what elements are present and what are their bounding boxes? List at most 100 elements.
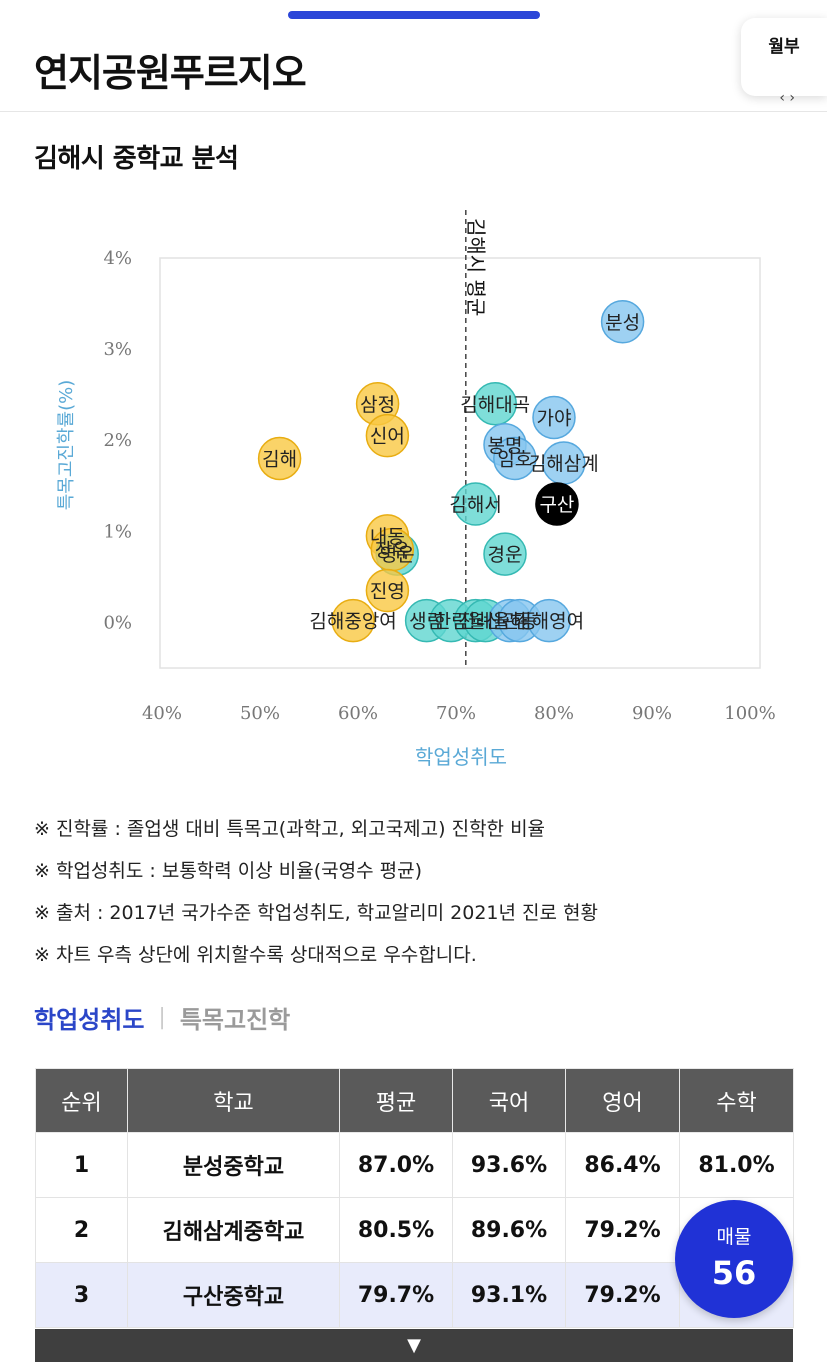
data-point[interactable] xyxy=(331,598,375,643)
data-point-label: 임호 xyxy=(497,448,532,470)
chevron-icon: ‹ › xyxy=(779,90,795,106)
listings-badge[interactable]: 매물 56 xyxy=(675,1200,793,1318)
sheet-drag-handle[interactable] xyxy=(288,11,540,19)
cell-average: 79.7% xyxy=(339,1262,453,1328)
note-line: ※ 차트 우측 상단에 위치할수록 상대적으로 우수합니다. xyxy=(34,944,477,966)
header-math: 수학 xyxy=(679,1068,794,1133)
x-tick-label: 100% xyxy=(724,703,775,724)
data-point-label: 율하 xyxy=(492,611,527,633)
data-point-label: 월산 xyxy=(468,611,503,633)
notes: ※ 진학률 : 졸업생 대비 특목고(과학고, 외고국제고) 진학한 비율 ※ … xyxy=(34,808,598,976)
monthly-button[interactable]: 월부 xyxy=(741,18,827,96)
average-line-label: 김해시 평균 xyxy=(464,218,488,316)
data-point-label: 관동 xyxy=(502,611,537,633)
x-tick-label: 40% xyxy=(142,703,182,724)
x-tick-label: 70% xyxy=(436,703,476,724)
y-tick-label: 1% xyxy=(103,521,132,542)
data-point-label: 삼정 xyxy=(360,394,395,416)
header-english: 영어 xyxy=(565,1068,680,1133)
data-point[interactable] xyxy=(483,532,527,576)
data-point-label: 신어 xyxy=(370,426,405,448)
x-axis-ticks: 40% 50% 60% 70% 80% 90% 100% xyxy=(142,703,776,724)
tab-achievement[interactable]: 학업성취도 xyxy=(34,1006,145,1034)
note-line: ※ 출처 : 2017년 국가수준 학업성취도, 학교알리미 2021년 진로 … xyxy=(34,902,598,924)
data-point-label: 김해서 xyxy=(449,494,501,516)
header: 연지공원푸르지오 월부 ‹ › xyxy=(0,18,827,112)
data-point[interactable] xyxy=(532,395,576,440)
cell-school: 분성중학교 xyxy=(127,1132,340,1198)
tab-separator: | xyxy=(158,1005,166,1030)
page-title: 연지공원푸르지오 xyxy=(34,51,307,95)
data-point[interactable] xyxy=(493,436,537,481)
data-point-label: 진영 xyxy=(370,581,405,603)
data-point-label: 김해삼계 xyxy=(529,453,599,475)
y-tick-label: 4% xyxy=(103,248,132,269)
cell-rank: 2 xyxy=(35,1197,128,1263)
x-tick-label: 90% xyxy=(632,703,672,724)
x-tick-label: 50% xyxy=(240,703,280,724)
data-point-label: 가야 xyxy=(537,407,572,429)
data-point-label: 장유 xyxy=(375,540,410,562)
note-line: ※ 학업성취도 : 보통학력 이상 비율(국영수 평균) xyxy=(34,860,423,882)
header-rank: 순위 xyxy=(35,1068,128,1133)
y-axis-label: 특목고진학률(%) xyxy=(56,380,77,511)
x-tick-label: 60% xyxy=(338,703,378,724)
data-point-label: 한림 xyxy=(434,611,469,633)
data-point[interactable] xyxy=(257,436,302,481)
cell-english: 79.2% xyxy=(565,1262,680,1328)
ranking-table: 순위 학교 평균 국어 영어 수학 1 분성중학교 87.0% 93.6% 86… xyxy=(35,1068,794,1328)
data-point-label: 영운 xyxy=(380,544,415,566)
header-average: 평균 xyxy=(339,1068,453,1133)
cell-korean: 89.6% xyxy=(452,1197,566,1263)
data-point-label: 김해 xyxy=(262,448,297,470)
data-point[interactable] xyxy=(535,482,579,526)
listings-label: 매물 xyxy=(716,1226,752,1248)
header-school: 학교 xyxy=(127,1068,340,1133)
expand-table-button[interactable]: ▼ xyxy=(35,1329,793,1362)
y-tick-label: 2% xyxy=(103,430,132,451)
x-axis-label: 학업성취도 xyxy=(415,745,507,769)
data-point[interactable] xyxy=(453,482,498,526)
data-point[interactable] xyxy=(473,382,517,426)
data-point-label: 봉명 xyxy=(488,435,523,457)
listings-count: 56 xyxy=(711,1254,757,1292)
data-point-label: 내동 xyxy=(370,526,405,548)
data-point-label: 분성 xyxy=(605,312,640,334)
y-tick-label: 3% xyxy=(103,339,132,360)
data-point-label: 진례 xyxy=(458,611,493,633)
cell-math: 81.0% xyxy=(679,1132,794,1198)
cell-average: 80.5% xyxy=(339,1197,453,1263)
cell-rank: 3 xyxy=(35,1262,128,1328)
caret-down-icon: ▼ xyxy=(407,1335,421,1356)
data-point-label: 구산 xyxy=(539,494,574,516)
data-point[interactable] xyxy=(527,598,571,643)
cell-rank: 1 xyxy=(35,1132,128,1198)
table-header-row: 순위 학교 평균 국어 영어 수학 xyxy=(35,1068,794,1133)
cell-english: 79.2% xyxy=(565,1197,680,1263)
table-row[interactable]: 1 분성중학교 87.0% 93.6% 86.4% 81.0% xyxy=(35,1132,794,1198)
x-tick-label: 80% xyxy=(534,703,574,724)
section-title: 김해시 중학교 분석 xyxy=(34,144,239,174)
data-point[interactable] xyxy=(365,413,410,458)
data-point[interactable] xyxy=(365,568,410,613)
cell-korean: 93.6% xyxy=(452,1132,566,1198)
data-point-label: 김해영여 xyxy=(514,611,584,633)
data-point-label: 김해대곡 xyxy=(460,394,530,416)
data-point-label: 김해중앙여 xyxy=(309,611,396,633)
header-korean: 국어 xyxy=(452,1068,566,1133)
cell-korean: 93.1% xyxy=(452,1262,566,1328)
cell-school: 김해삼계중학교 xyxy=(127,1197,340,1263)
data-point-label: 생림 xyxy=(409,611,444,633)
y-axis-ticks: 0% 1% 2% 3% 4% xyxy=(103,248,132,633)
ranking-tabs: 학업성취도 | 특목고진학 xyxy=(34,1000,290,1035)
cell-english: 86.4% xyxy=(565,1132,680,1198)
data-point-label: 경운 xyxy=(488,544,523,566)
scatter-chart: 0% 1% 2% 3% 4% 40% 50% 60% 70% 80% 90% 100% 김해시 평균… xyxy=(56,210,776,769)
cell-school: 구산중학교 xyxy=(127,1262,340,1328)
data-point[interactable] xyxy=(600,300,645,344)
tab-special-school[interactable]: 특목고진학 xyxy=(179,1006,291,1034)
cell-average: 87.0% xyxy=(339,1132,453,1198)
note-line: ※ 진학률 : 졸업생 대비 특목고(과학고, 외고국제고) 진학한 비율 xyxy=(34,818,546,840)
y-tick-label: 0% xyxy=(103,612,132,633)
